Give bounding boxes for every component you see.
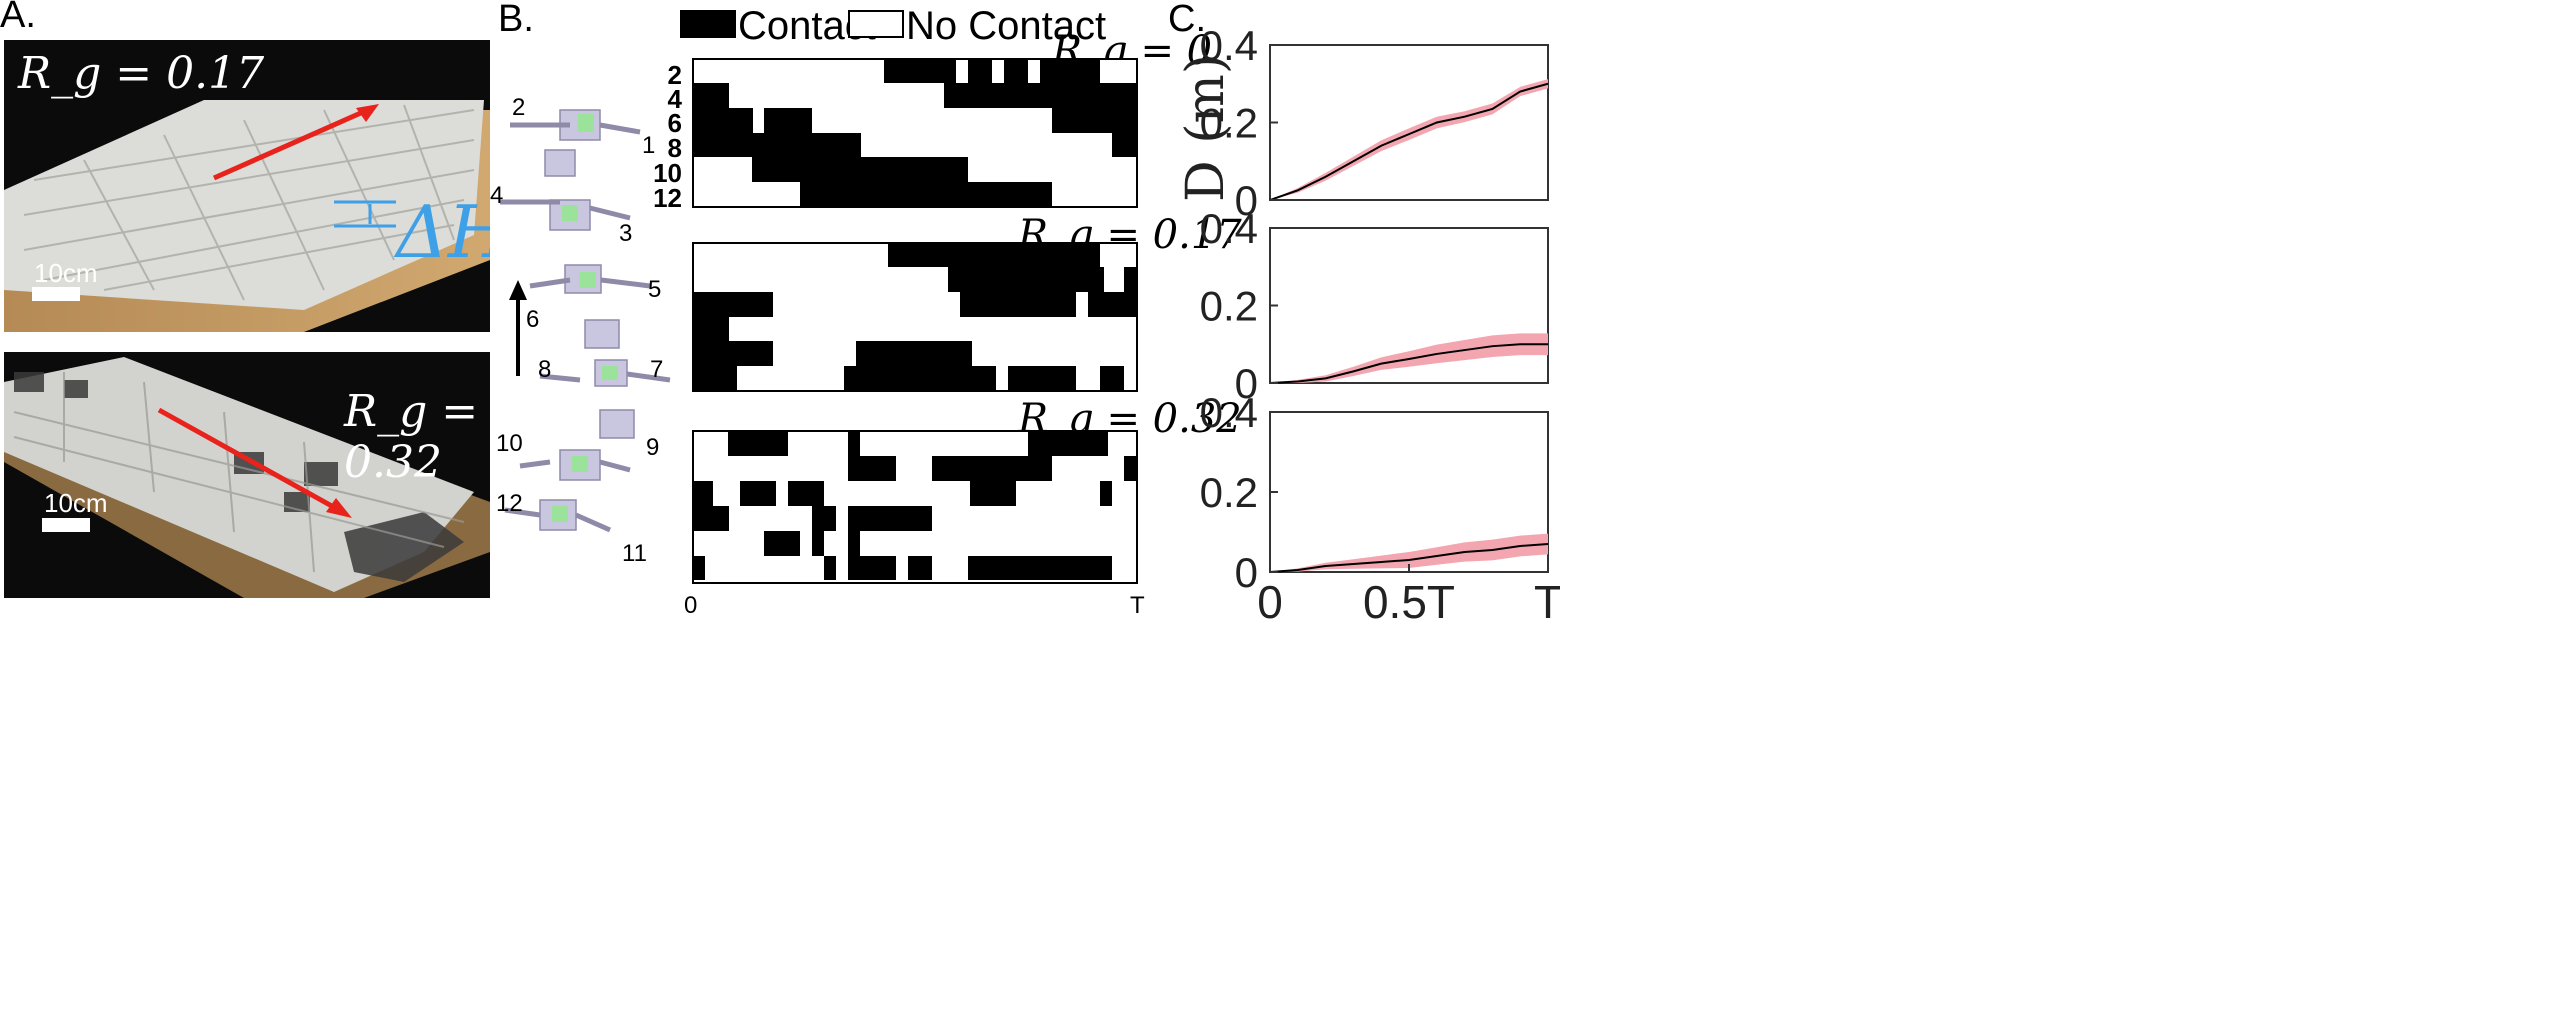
terrain-photo-bottom: R_g = 0.32 10cm — [4, 352, 490, 598]
photo-top-rg-label: R_g = 0.17 — [18, 48, 265, 99]
robot-leg-label-5: 5 — [648, 276, 662, 303]
robot-leg-label-1: 1 — [642, 132, 656, 159]
chart-xtick-label-2: T — [1534, 576, 1560, 620]
raster-x-tick-0: 0 — [684, 592, 698, 619]
robot-leg-label-7: 7 — [650, 356, 664, 383]
photo-bottom-rg-label: R_g = 0.32 — [344, 386, 479, 488]
robot-leg-label-4: 4 — [490, 182, 504, 209]
raster-row-label-6: 6 — [667, 108, 682, 138]
chart-mean-line-2 — [1269, 543, 1549, 573]
contact-raster-rg0 — [692, 58, 1138, 208]
displacement-charts: 00.20.400.20.400.20.40 0.5T T — [1200, 30, 1560, 620]
robot-diagram — [500, 109, 671, 533]
raster-row-label-4: 4 — [667, 84, 682, 114]
robot-leg-label-12: 12 — [496, 490, 523, 517]
chart-xtick-label-0: 0 — [1257, 576, 1283, 620]
robot-leg-label-11: 11 — [622, 540, 647, 567]
raster-row-label-12: 12 — [653, 183, 682, 213]
chart-mean-line-0 — [1269, 82, 1549, 201]
raster-row-label-2: 2 — [667, 60, 682, 90]
robot-arrow-label: 6 — [526, 306, 540, 333]
contact-raster-rg032 — [692, 430, 1138, 584]
robot-leg-label-9: 9 — [646, 434, 660, 461]
raster-row-label-10: 10 — [653, 158, 682, 188]
chart-xtick-label-1: 0.5T — [1363, 576, 1455, 620]
terrain-photo-top-image — [4, 40, 490, 332]
legend-no-contact-label: No Contact — [906, 4, 1107, 48]
panel-label-a: A. — [0, 0, 36, 36]
robot-leg-label-10: 10 — [496, 430, 523, 457]
raster-row-label-8: 8 — [667, 133, 682, 163]
scale-bar-bottom — [42, 518, 90, 532]
delta-h-label: ΔH — [396, 190, 490, 274]
panel-label-b: B. — [498, 0, 534, 40]
legend-contact-swatch — [680, 10, 736, 38]
direction-arrow-bottom — [157, 407, 341, 513]
terrain-photo-bottom-image — [4, 352, 490, 598]
scale-bar-label-top: 10cm — [34, 258, 98, 288]
chart-ytick-label-1-0: 0 — [1235, 360, 1258, 407]
raster-x-tick-t: T — [1130, 592, 1145, 619]
chart-ytick-label-0-2: 0.4 — [1200, 30, 1258, 69]
chart-frame-0 — [1269, 44, 1549, 201]
scale-bar-top — [32, 287, 80, 301]
chart-ytick-label-2-1: 0.2 — [1200, 469, 1258, 516]
chart-ytick-label-1-2: 0.4 — [1200, 205, 1258, 252]
robot-leg-label-8: 8 — [538, 356, 552, 383]
robot-leg-label-2: 2 — [512, 94, 526, 121]
chart-ytick-label-2-2: 0.4 — [1200, 389, 1258, 436]
chart-ytick-label-2-0: 0 — [1235, 549, 1258, 596]
chart-ytick-label-1-1: 0.2 — [1200, 283, 1258, 330]
robot-leg-label-3: 3 — [619, 220, 633, 247]
scale-bar-label-bottom: 10cm — [44, 488, 108, 518]
panel-label-c: C. — [1168, 0, 1206, 40]
chart-ytick-label-0-1: 0.2 — [1200, 100, 1258, 147]
chart-band-2 — [1270, 533, 1548, 572]
legend-no-contact-swatch — [848, 10, 904, 38]
contact-raster-rg017 — [692, 242, 1138, 392]
terrain-photo-top: R_g = 0.17 10cm ΔH — [4, 40, 490, 332]
chart-mean-line-1 — [1269, 343, 1548, 384]
direction-arrow-top — [212, 105, 374, 181]
chart-ytick-label-0-0: 0 — [1235, 177, 1258, 224]
